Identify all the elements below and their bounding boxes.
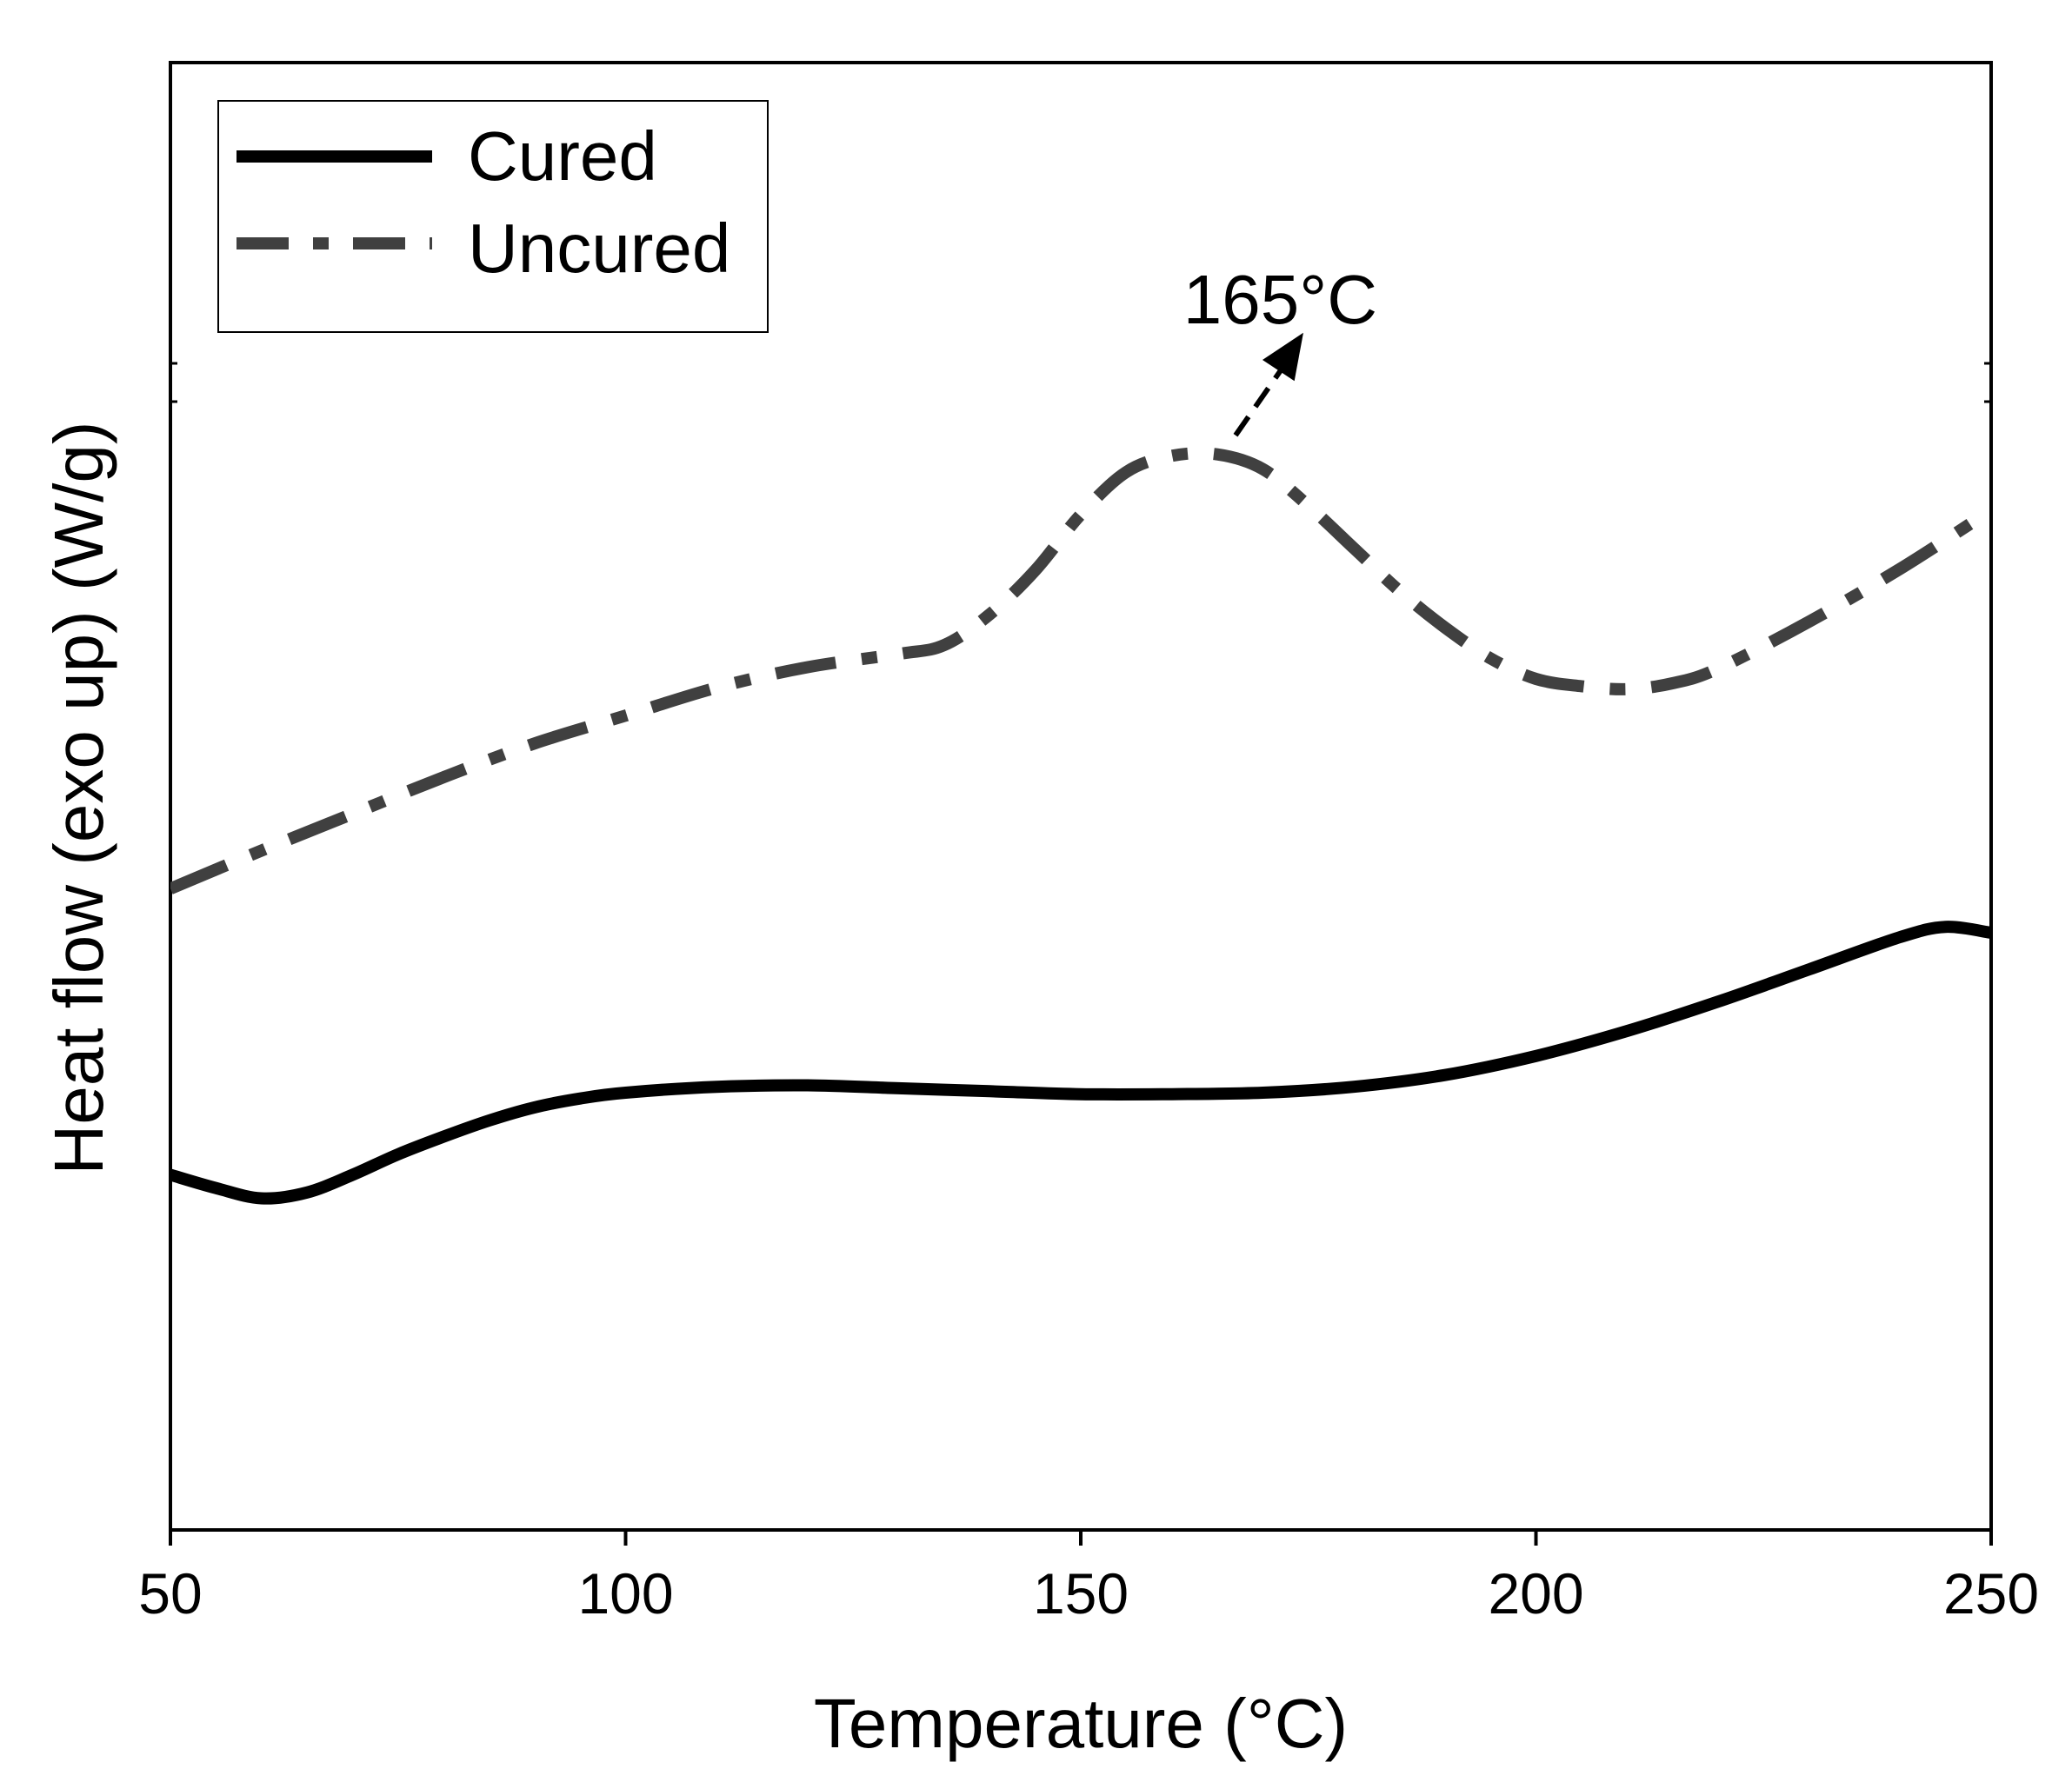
legend: Cured Uncured (217, 100, 769, 333)
annotation-arrow-head (1262, 332, 1303, 382)
series-line-cured (170, 921, 1991, 1205)
x-tick-label: 100 (577, 1561, 673, 1626)
legend-label-uncured: Uncured (468, 209, 730, 287)
series-line-uncured (170, 447, 1991, 894)
x-tick-label: 150 (1033, 1561, 1129, 1626)
x-tick-label: 250 (1943, 1561, 2039, 1626)
legend-label-cured: Cured (468, 117, 657, 195)
x-tick-label: 200 (1488, 1561, 1583, 1626)
legend-box (217, 100, 769, 333)
x-axis-ticks: 50 100 150 200 250 (138, 1530, 2039, 1626)
x-axis-title: Temperature (°C) (814, 1685, 1348, 1762)
x-tick-label: 50 (138, 1561, 202, 1626)
y-axis-title: Heat flow (exo up) (W/g) (40, 422, 117, 1175)
annotation-label: 165°C (1183, 261, 1377, 338)
